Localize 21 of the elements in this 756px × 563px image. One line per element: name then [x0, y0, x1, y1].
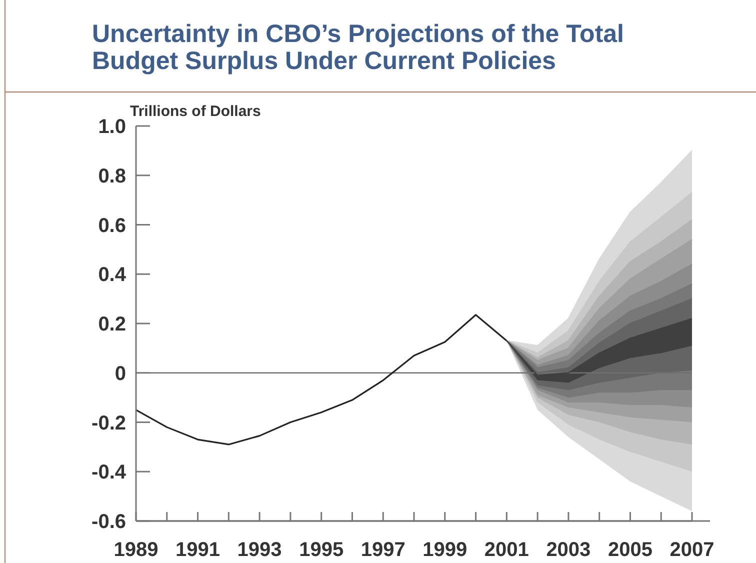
x-tick-label: 1993	[237, 539, 282, 561]
y-axis-title: Trillions of Dollars	[130, 103, 261, 120]
x-tick-label: 1991	[176, 539, 220, 561]
y-tick-label: 0.8	[98, 165, 126, 188]
x-tick-label: 2007	[670, 539, 714, 561]
x-tick-label: 2001	[484, 539, 529, 561]
x-tick-label: 1997	[360, 539, 406, 561]
x-tick-label: 1989	[114, 539, 158, 561]
y-tick-label: -0.4	[92, 462, 127, 484]
x-tick-label: 1995	[299, 539, 344, 561]
y-tick-label: -0.6	[92, 511, 126, 533]
y-tick-label: 1.0	[98, 116, 126, 138]
y-tick-label: -0.2	[92, 412, 126, 434]
x-tick-label: 1999	[422, 539, 468, 561]
y-tick-label: 0.6	[98, 214, 126, 237]
x-tick-label: 2003	[546, 539, 591, 561]
y-tick-label: 0.4	[98, 264, 127, 286]
y-tick-label: 0	[114, 362, 126, 385]
chart-title: Uncertainty in CBO’s Projections of the Total Budget Surplus Under Current Policies	[92, 20, 624, 75]
y-tick-label: 0.2	[98, 314, 126, 336]
x-tick-label: 2005	[608, 539, 652, 561]
